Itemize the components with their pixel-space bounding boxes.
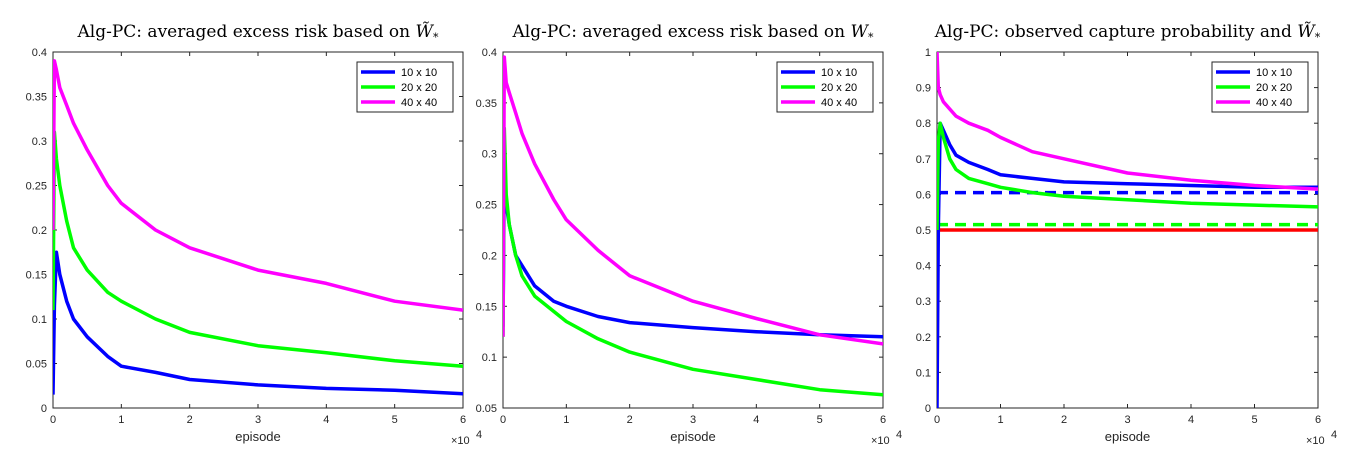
x-tick-label: 1: [997, 414, 1003, 426]
chart-title-symbol: W̃: [1297, 22, 1316, 42]
legend-label: 20 x 20: [1256, 82, 1292, 94]
x-tick-label: 0: [50, 414, 56, 426]
legend-label: 10 x 10: [401, 67, 437, 79]
y-tick-label: 0: [925, 403, 931, 415]
x-tick-label: 3: [255, 414, 261, 426]
y-tick-label: 0.25: [26, 181, 47, 193]
x-tick-label: 1: [563, 414, 569, 426]
y-tick-label: 0.05: [476, 403, 497, 415]
legend: 10 x 10 20 x 20 40 x 40: [1211, 61, 1309, 113]
x-axis-exponent: 4: [1331, 429, 1337, 441]
y-tick-label: 0.9: [916, 83, 931, 95]
x-tick-label: 0: [934, 414, 940, 426]
x-tick-label: 3: [1124, 414, 1130, 426]
y-tick-label: 0.4: [32, 47, 47, 59]
y-tick-label: 0.05: [26, 359, 47, 371]
legend-label: 40 x 40: [401, 97, 437, 109]
legend: 10 x 10 20 x 20 40 x 40: [776, 61, 874, 113]
y-tick-label: 1: [925, 47, 931, 59]
x-tick-label: 4: [323, 414, 329, 426]
legend-label: 20 x 20: [821, 82, 857, 94]
series-line-10x10: [53, 250, 463, 396]
chart-panel-2: 0 1 2 3 4 5 6 0.05 0.1 0.15 0.2 0.25 0.3 0.35 0.4 episo…: [476, 22, 903, 447]
y-tick-label: 0.7: [916, 154, 931, 166]
y-tick-label: 0.2: [482, 250, 497, 262]
x-axis-label: episode: [670, 429, 716, 444]
x-axis-multiplier: ×10: [1306, 435, 1325, 447]
x-tick-label: 2: [627, 414, 633, 426]
y-tick-label: 0.6: [916, 189, 931, 201]
chart-title-text: Alg-PC: averaged excess risk based on: [512, 22, 851, 42]
x-tick-label: 5: [1251, 414, 1257, 426]
series-line-40x40: [937, 52, 1318, 191]
chart-title-subscript: *: [868, 31, 874, 44]
legend: 10 x 10 20 x 20 40 x 40: [356, 61, 454, 113]
y-tick-label: 0.15: [476, 301, 497, 313]
x-axis-multiplier: ×10: [451, 435, 470, 447]
x-axis-multiplier: ×10: [871, 435, 890, 447]
x-tick-label: 4: [753, 414, 759, 426]
series-line-40x40: [53, 59, 463, 312]
chart-title-text: Alg-PC: observed capture probability and: [934, 22, 1297, 42]
x-tick-label: 1: [118, 414, 124, 426]
y-tick-label: 0: [41, 403, 47, 415]
x-tick-label: 5: [392, 414, 398, 426]
x-tick-label: 2: [1061, 414, 1067, 426]
y-tick-label: 0.35: [476, 98, 497, 110]
legend-label: 10 x 10: [821, 67, 857, 79]
y-tick-label: 0.1: [32, 314, 47, 326]
legend-label: 40 x 40: [821, 97, 857, 109]
y-tick-label: 0.5: [916, 225, 931, 237]
series-line-20x20: [503, 126, 883, 397]
legend-label: 40 x 40: [1256, 97, 1292, 109]
x-tick-label: 6: [880, 414, 886, 426]
y-tick-label: 0.3: [32, 136, 47, 148]
y-tick-label: 0.35: [26, 92, 47, 104]
x-tick-label: 2: [187, 414, 193, 426]
y-tick-label: 0.1: [916, 367, 931, 379]
x-axis-exponent: 4: [896, 429, 902, 441]
legend-label: 20 x 20: [401, 82, 437, 94]
chart-title-subscript: *: [1315, 31, 1321, 44]
y-tick-label: 0.3: [916, 296, 931, 308]
chart-title-symbol: W̃: [415, 22, 434, 42]
chart-title-symbol: W: [850, 22, 869, 42]
y-tick-label: 0.4: [916, 261, 931, 273]
x-tick-label: 4: [1188, 414, 1194, 426]
y-tick-label: 0.2: [916, 332, 931, 344]
x-tick-label: 0: [500, 414, 506, 426]
y-tick-label: 0.3: [482, 149, 497, 161]
y-tick-label: 0.1: [482, 352, 497, 364]
y-tick-label: 0.2: [32, 225, 47, 237]
chart-title: Alg-PC: observed capture probability and…: [934, 22, 1321, 44]
y-tick-label: 0.25: [476, 200, 497, 212]
y-tick-label: 0.8: [916, 118, 931, 130]
x-axis-label: episode: [235, 429, 281, 444]
x-axis-label: episode: [1105, 429, 1151, 444]
legend-label: 10 x 10: [1256, 67, 1292, 79]
series-line-40x40: [503, 55, 883, 346]
chart-title: Alg-PC: averaged excess risk based on W*: [512, 22, 874, 44]
chart-title-text: Alg-PC: averaged excess risk based on: [77, 22, 416, 42]
x-tick-label: 6: [1315, 414, 1321, 426]
x-axis-exponent: 4: [476, 429, 482, 441]
x-tick-label: 6: [460, 414, 466, 426]
chart-title: Alg-PC: averaged excess risk based on W̃…: [77, 22, 439, 44]
x-tick-label: 3: [690, 414, 696, 426]
series-line-20x20: [937, 121, 1318, 231]
chart-panel-3: 0 1 2 3 4 5 6 0 0.1 0.2 0.3 0.4 0.5 0.6 0.7 0.8 0.9 1 epis…: [916, 22, 1337, 447]
chart-panel-1: 0 1 2 3 4 5 6 0 0.05 0.1 0.15 0.2 0.25 0.3 0.35 0.4 epis…: [26, 22, 483, 447]
y-tick-label: 0.4: [482, 47, 497, 59]
x-tick-label: 5: [817, 414, 823, 426]
y-tick-label: 0.15: [26, 270, 47, 282]
chart-title-subscript: *: [433, 31, 439, 44]
series-line-20x20: [53, 130, 463, 368]
